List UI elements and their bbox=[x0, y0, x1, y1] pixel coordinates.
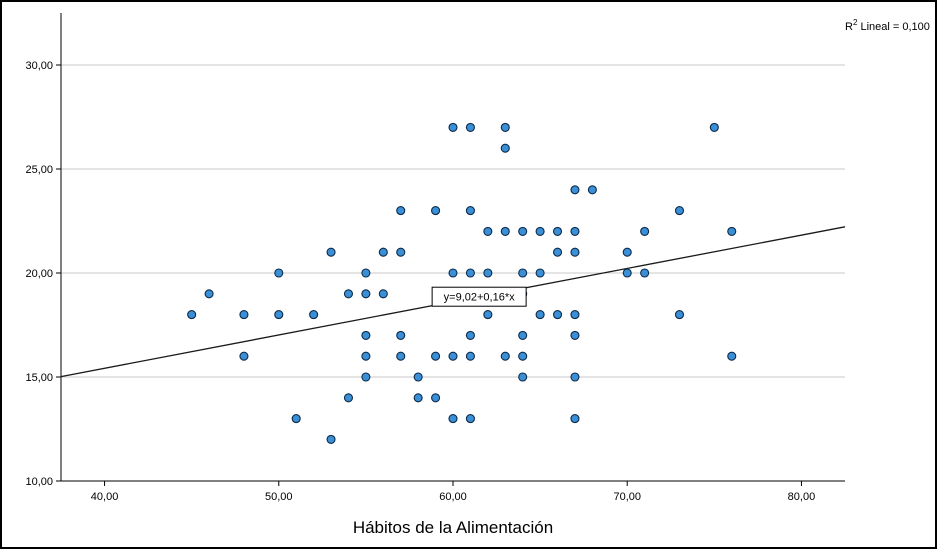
data-point bbox=[674, 206, 685, 216]
r2-label: R2 Lineal = 0,100 bbox=[845, 18, 930, 33]
data-point bbox=[361, 268, 371, 278]
data-point bbox=[431, 351, 441, 361]
data-point bbox=[552, 247, 563, 257]
data-point bbox=[570, 226, 580, 236]
data-point bbox=[326, 247, 336, 257]
data-point bbox=[535, 310, 545, 320]
data-point bbox=[622, 247, 632, 257]
data-point bbox=[361, 289, 371, 299]
data-point bbox=[448, 268, 458, 278]
data-point bbox=[343, 289, 354, 299]
data-point bbox=[378, 289, 388, 299]
data-point bbox=[413, 372, 423, 382]
data-point bbox=[500, 143, 510, 153]
data-point bbox=[535, 226, 545, 236]
data-point bbox=[483, 268, 493, 278]
data-point bbox=[570, 372, 580, 382]
data-point bbox=[465, 206, 475, 216]
data-point bbox=[727, 351, 737, 361]
data-point bbox=[709, 122, 719, 132]
data-point bbox=[674, 310, 685, 320]
data-point bbox=[343, 393, 354, 403]
data-point bbox=[396, 330, 406, 340]
data-point bbox=[727, 226, 737, 236]
data-point bbox=[396, 206, 406, 216]
data-point bbox=[274, 268, 284, 278]
data-point bbox=[291, 414, 301, 424]
x-axis-label: Hábitos de la Alimentación bbox=[353, 518, 553, 537]
data-point bbox=[465, 330, 475, 340]
data-point bbox=[640, 268, 650, 278]
x-tick-label: 60,00 bbox=[439, 491, 467, 503]
data-point bbox=[570, 185, 580, 195]
data-point bbox=[396, 351, 406, 361]
data-point bbox=[448, 414, 458, 424]
data-point bbox=[239, 310, 249, 320]
data-point bbox=[448, 351, 458, 361]
data-point bbox=[361, 330, 371, 340]
data-point bbox=[361, 351, 371, 361]
axis-ticks: 10,00 15,00 20,00 25,00 30,00 40,00 50,00 60,00… bbox=[25, 60, 815, 503]
fit-equation-label: y=9,02+0,16*x bbox=[444, 292, 515, 304]
data-point bbox=[326, 434, 336, 444]
data-point bbox=[431, 393, 441, 403]
data-point bbox=[396, 247, 406, 257]
data-point bbox=[518, 330, 528, 340]
data-point bbox=[378, 247, 388, 257]
data-point bbox=[552, 226, 563, 236]
data-point bbox=[274, 310, 284, 320]
data-point bbox=[500, 226, 510, 236]
data-point bbox=[570, 414, 580, 424]
data-point bbox=[587, 185, 597, 195]
data-point bbox=[500, 122, 510, 132]
x-tick-label: 40,00 bbox=[91, 491, 119, 503]
fit-equation-box bbox=[431, 286, 527, 307]
data-point bbox=[500, 351, 510, 361]
data-point bbox=[465, 122, 475, 132]
data-point bbox=[570, 330, 580, 340]
y-tick-label: 25,00 bbox=[25, 164, 53, 176]
data-point bbox=[518, 351, 528, 361]
data-point bbox=[448, 122, 458, 132]
fit-label-group: y=9,02+0,16*x bbox=[431, 286, 527, 307]
data-point bbox=[535, 268, 545, 278]
data-point bbox=[570, 310, 580, 320]
y-tick-label: 20,00 bbox=[25, 268, 53, 280]
data-point bbox=[431, 206, 441, 216]
data-point bbox=[518, 268, 528, 278]
x-tick-label: 70,00 bbox=[613, 491, 641, 503]
data-point bbox=[239, 351, 249, 361]
data-point bbox=[483, 310, 493, 320]
data-point bbox=[640, 226, 650, 236]
r2-label-suffix: Lineal = 0,100 bbox=[857, 21, 929, 33]
r2-label-prefix: R bbox=[845, 21, 853, 33]
data-point bbox=[483, 226, 493, 236]
r2-label-superscript: 2 bbox=[853, 18, 858, 27]
data-point bbox=[187, 310, 197, 320]
data-point bbox=[465, 414, 475, 424]
data-point bbox=[465, 268, 475, 278]
data-point bbox=[552, 310, 563, 320]
y-tick-label: 15,00 bbox=[25, 372, 53, 384]
x-tick-label: 50,00 bbox=[265, 491, 293, 503]
data-point bbox=[518, 226, 528, 236]
data-point bbox=[309, 310, 319, 320]
y-tick-label: 10,00 bbox=[25, 476, 53, 488]
y-tick-label: 30,00 bbox=[25, 60, 53, 72]
x-tick-label: 80,00 bbox=[788, 491, 816, 503]
data-point bbox=[570, 247, 580, 257]
data-point bbox=[361, 372, 371, 382]
data-points bbox=[187, 122, 737, 444]
data-point bbox=[622, 268, 632, 278]
data-point bbox=[413, 393, 423, 403]
data-point bbox=[465, 351, 475, 361]
data-point bbox=[204, 289, 214, 299]
data-point bbox=[518, 372, 528, 382]
